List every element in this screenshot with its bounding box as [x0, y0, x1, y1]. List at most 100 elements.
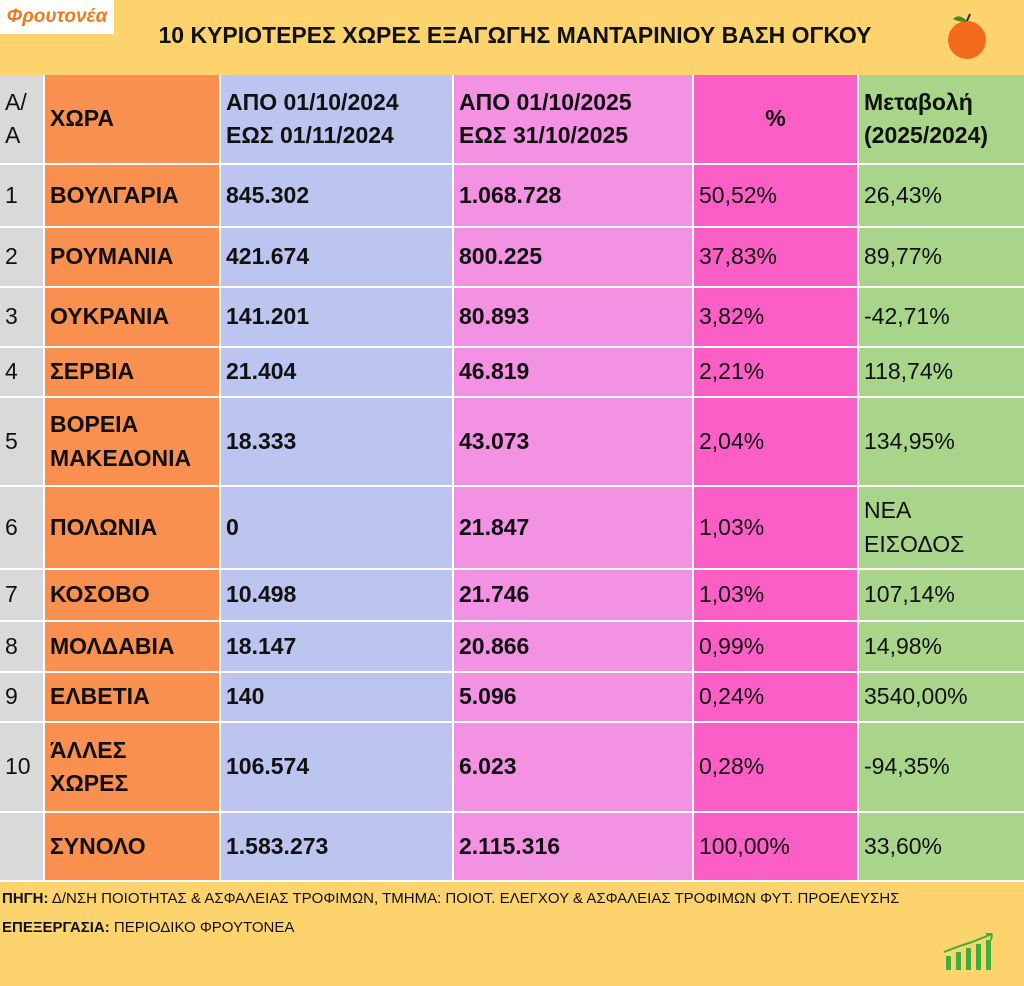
cell: 89,77% [859, 228, 1024, 286]
cell-text: ΒΟΡΕΙΑ [50, 411, 139, 438]
cell-text: 100,00% [699, 832, 790, 859]
cell-text: 1.068.728 [459, 181, 562, 208]
cell-text: 2,21% [699, 358, 765, 385]
cell: 1 [0, 165, 43, 226]
cell-text: 43.073 [459, 427, 530, 454]
cell: 20.866 [454, 622, 692, 671]
cell: 1.583.273 [221, 813, 452, 880]
cell: 0,28% [694, 723, 857, 811]
cell-text: 37,83% [699, 243, 778, 270]
cell-text: 10 [5, 753, 31, 780]
table: Α/Α ΧΩΡΑ ΑΠΟ 01/10/2024 ΕΩΣ 01/11/2024 ΑΠΟ 0… [0, 75, 1024, 882]
cell-text: 2,04% [699, 427, 765, 454]
cell-text: 21.746 [459, 581, 530, 608]
cell-text: 800.225 [459, 243, 543, 270]
cell-text: ΣΥΝΟΛΟ [50, 832, 146, 859]
cell-text: Α/ [5, 88, 27, 115]
cell: 0,99% [694, 622, 857, 671]
cell: ΕΛΒΕΤΙΑ [45, 673, 219, 721]
cell-text: 46.819 [459, 358, 530, 385]
cell-text: 2 [5, 243, 18, 270]
cell: 50,52% [694, 165, 857, 226]
cell-text: 33,60% [864, 832, 943, 859]
cell: 2 [0, 228, 43, 286]
logo: Φρουτονέα [0, 0, 114, 34]
cell-text: 845.302 [226, 181, 310, 208]
header-cell: ΑΠΟ 01/10/2024 ΕΩΣ 01/11/2024 [221, 75, 452, 163]
cell-text: % [765, 105, 786, 132]
source-label: ΠΗΓΗ: [2, 890, 49, 907]
cell: 33,60% [859, 813, 1024, 880]
cell-text: 50,52% [699, 181, 778, 208]
cell: 6 [0, 487, 43, 568]
cell-text: 4 [5, 358, 18, 385]
cell-text: 3,82% [699, 303, 765, 330]
cell: 8 [0, 622, 43, 671]
cell: 845.302 [221, 165, 452, 226]
cell-text: ΑΠΟ 01/10/2025 [459, 88, 632, 115]
footer: ΠΗΓΗ: Δ/ΝΣΗ ΠΟΙΟΤΗΤΑΣ & ΑΣΦΑΛΕΙΑΣ ΤΡΟΦΙΜ… [2, 888, 932, 938]
processing-text: ΠΕΡΙΟΔΙΚΟ ΦΡΟΥΤΟΝΕΑ [113, 919, 295, 936]
cell: ΜΟΛΔΑΒΙΑ [45, 622, 219, 671]
cell-text: 5.096 [459, 683, 517, 710]
chart-icon [943, 933, 993, 970]
cell-text: 18.147 [226, 632, 297, 659]
processing-label: ΕΠΕΞΕΡΓΑΣΙΑ: [2, 919, 110, 936]
cell-text: ΟΥΚΡΑΝΙΑ [50, 303, 170, 330]
cell-text: ΜΑΚΕΔΟΝΙΑ [50, 444, 192, 471]
cell-text: ΕΩΣ 31/10/2025 [459, 122, 629, 148]
header-cell: ΑΠΟ 01/10/2025 ΕΩΣ 31/10/2025 [454, 75, 692, 163]
header-cell: Α/Α [0, 75, 43, 163]
title: 10 ΚΥΡΙΟΤΕΡΕΣ ΧΩΡΕΣ ΕΞΑΓΩΓΗΣ ΜΑΝΤΑΡΙΝΙΟΥ… [158, 22, 872, 48]
cell: -42,71% [859, 288, 1024, 346]
cell: 3 [0, 288, 43, 346]
cell: 10.498 [221, 570, 452, 620]
cell-text: 1.583.273 [226, 832, 329, 859]
cell: ΝΕΑ ΕΙΣΟΔΟΣ [859, 487, 1024, 568]
cell: ΟΥΚΡΑΝΙΑ [45, 288, 219, 346]
cell-text: 20.866 [459, 632, 530, 659]
cell-text: 0,99% [699, 632, 765, 659]
cell-text: ΕΩΣ 01/11/2024 [226, 122, 394, 148]
cell: 0,24% [694, 673, 857, 721]
cell-text: 80.893 [459, 303, 530, 330]
cell-text: ΑΠΟ 01/10/2024 [226, 88, 399, 115]
cell-text: ΧΩΡΕΣ [50, 770, 129, 796]
cell-text: 140 [226, 683, 265, 710]
cell-text: ΧΩΡΑ [50, 105, 115, 132]
cell-text: 21.404 [226, 358, 297, 385]
cell-text: 1,03% [699, 513, 765, 540]
cell: 21.404 [221, 348, 452, 396]
cell: ΡΟΥΜΑΝΙΑ [45, 228, 219, 286]
cell-text: 26,43% [864, 181, 943, 208]
cell-text: 18.333 [226, 427, 297, 454]
cell: 37,83% [694, 228, 857, 286]
cell: 10 [0, 723, 43, 811]
cell: 14,98% [859, 622, 1024, 671]
cell: 141.201 [221, 288, 452, 346]
cell-text: 3 [5, 303, 18, 330]
cell-text: ΡΟΥΜΑΝΙΑ [50, 243, 174, 270]
processing: ΕΠΕΞΕΡΓΑΣΙΑ: ΠΕΡΙΟΔΙΚΟ ΦΡΟΥΤΟΝΕΑ [2, 917, 932, 938]
cell: ΒΟΥΛΓΑΡΙΑ [45, 165, 219, 226]
source-text: Δ/ΝΣΗ ΠΟΙΟΤΗΤΑΣ & ΑΣΦΑΛΕΙΑΣ ΤΡΟΦΙΜΩΝ, ΤΜ… [51, 890, 900, 907]
source: ΠΗΓΗ: Δ/ΝΣΗ ΠΟΙΟΤΗΤΑΣ & ΑΣΦΑΛΕΙΑΣ ΤΡΟΦΙΜ… [2, 888, 932, 909]
cell: 800.225 [454, 228, 692, 286]
cell-text: 141.201 [226, 303, 310, 330]
cell-text: 3540,00% [864, 683, 968, 710]
cell: ΣΥΝΟΛΟ [45, 813, 219, 880]
cell-text: 6.023 [459, 753, 517, 780]
cell: 18.147 [221, 622, 452, 671]
cell-text: 7 [5, 581, 18, 608]
cell-text: (2025/2024) [864, 122, 989, 148]
cell-text: -42,71% [864, 303, 950, 330]
cell: 21.847 [454, 487, 692, 568]
cell: ΣΕΡΒΙΑ [45, 348, 219, 396]
cell: ΠΟΛΩΝΙΑ [45, 487, 219, 568]
cell-text: 1,03% [699, 581, 765, 608]
cell: 1,03% [694, 487, 857, 568]
cell: 18.333 [221, 398, 452, 485]
cell: 118,74% [859, 348, 1024, 396]
cell: 4 [0, 348, 43, 396]
